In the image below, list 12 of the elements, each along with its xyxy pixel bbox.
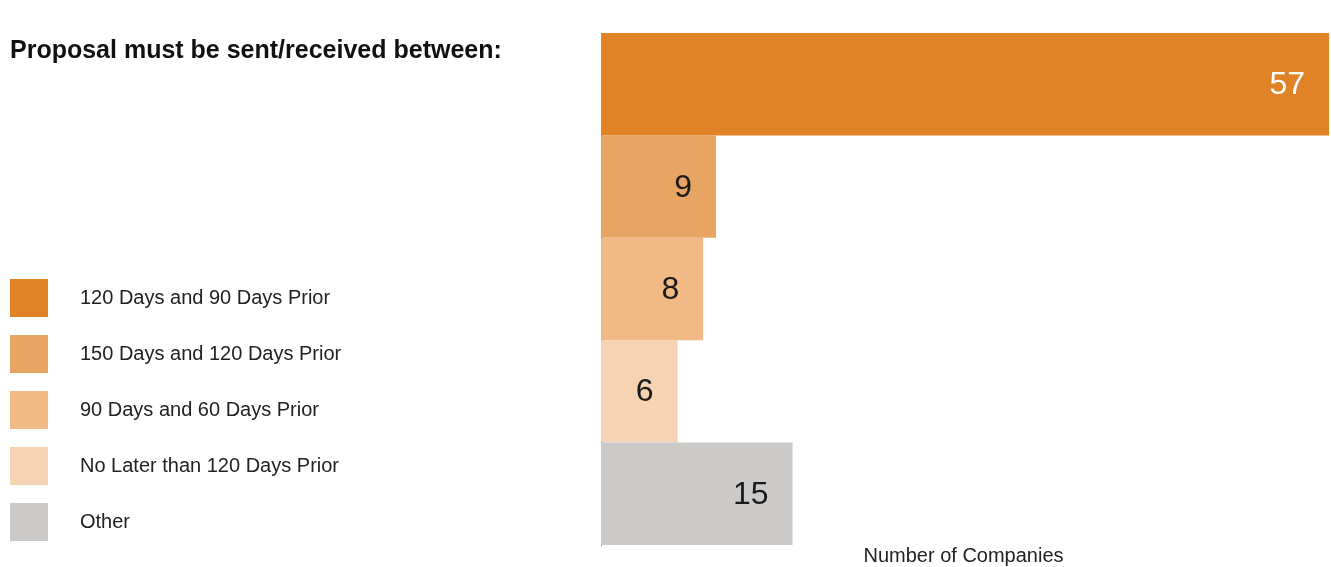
text: Proposal must be sent/received between: [10,35,502,63]
x-axis-title: Number of Companies [863,543,1064,566]
data-label: 57 [1269,65,1305,102]
legend-label: Other [80,510,131,532]
data-label: 9 [674,167,692,204]
legend-label: 150 Days and 120 Days Prior [80,342,342,364]
legend-label: 90 Days and 60 Days Prior [80,398,320,420]
data-label: 8 [661,270,680,306]
legend-label: 120 Days and 90 Days Prior [80,286,331,308]
legend-label: No Later than 120 Days Prior [80,454,340,476]
data-label: 6 [635,372,654,409]
data-label: 15 [732,474,769,511]
